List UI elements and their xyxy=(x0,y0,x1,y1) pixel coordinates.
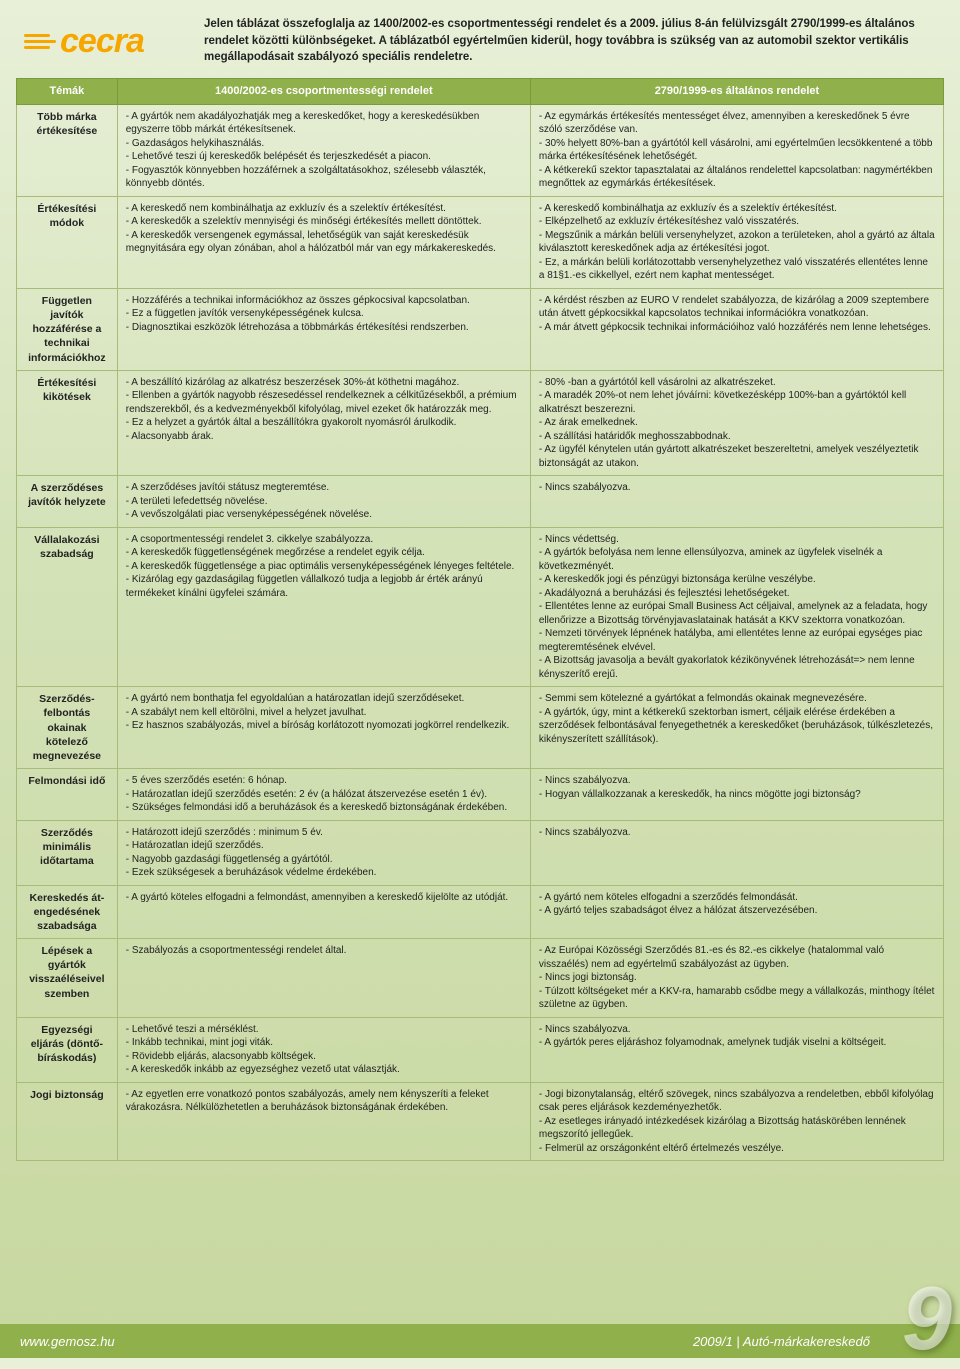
logo-text: cecra xyxy=(60,22,144,61)
cell-2790: - Nincs szabályozva. - A gyártók peres e… xyxy=(530,1017,943,1082)
col-header-2790: 2790/1999-es általános rendelet xyxy=(530,79,943,105)
cell-1400: - A csoportmentességi rendelet 3. cikkel… xyxy=(117,527,530,687)
table-row: Szerződés minimális időtartama- Határozo… xyxy=(17,820,944,885)
cell-2790: - Az egymárkás értékesítés mentességet é… xyxy=(530,104,943,196)
logo-lines-icon xyxy=(24,34,56,49)
cell-1400: - Szabályozás a csoportmentességi rendel… xyxy=(117,939,530,1018)
table-row: Több márka értékesítése- A gyártók nem a… xyxy=(17,104,944,196)
cell-2790: - Semmi sem kötelezné a gyártókat a felm… xyxy=(530,687,943,769)
cell-1400: - Hozzáférés a technikai információkhoz … xyxy=(117,288,530,370)
cell-2790: - Nincs védettség. - A gyártók befolyása… xyxy=(530,527,943,687)
cell-2790: - A kereskedő kombinálhatja az exkluzív … xyxy=(530,196,943,288)
cell-1400: - Határozott idejű szerződés : minimum 5… xyxy=(117,820,530,885)
cell-1400: - A beszállító kizárólag az alkatrész be… xyxy=(117,370,530,476)
table-row: Egyezségi eljárás (döntő-bíráskodás)- Le… xyxy=(17,1017,944,1082)
table-row: Jogi biztonság- Az egyetlen erre vonatko… xyxy=(17,1082,944,1161)
cell-2790: - Nincs szabályozva. - Hogyan vállalkozz… xyxy=(530,769,943,821)
cell-2790: - Nincs szabályozva. xyxy=(530,476,943,528)
table-row: Értékesítési kikötések- A beszállító kiz… xyxy=(17,370,944,476)
table-row: Vállalakozási szabadság- A csoportmentes… xyxy=(17,527,944,687)
topic-cell: Értékesítési módok xyxy=(17,196,118,288)
topic-cell: Lépések a gyártók visszaéléseivel szembe… xyxy=(17,939,118,1018)
cell-2790: - Nincs szabályozva. xyxy=(530,820,943,885)
cell-2790: - Az Európai Közösségi Szerződés 81.-es … xyxy=(530,939,943,1018)
topic-cell: Felmondási idő xyxy=(17,769,118,821)
cell-2790: - 80% -ban a gyártótól kell vásárolni az… xyxy=(530,370,943,476)
cell-1400: - A gyártók nem akadályozhatják meg a ke… xyxy=(117,104,530,196)
topic-cell: Szerződés minimális időtartama xyxy=(17,820,118,885)
cell-1400: - A szerződéses javítói státusz megterem… xyxy=(117,476,530,528)
topic-cell: A szerződéses javítók helyzete xyxy=(17,476,118,528)
cell-1400: - A kereskedő nem kombinálhatja az exklu… xyxy=(117,196,530,288)
col-header-1400: 1400/2002-es csoportmentességi rendelet xyxy=(117,79,530,105)
cell-1400: - A gyártó köteles elfogadni a felmondás… xyxy=(117,885,530,939)
table-row: Lépések a gyártók visszaéléseivel szembe… xyxy=(17,939,944,1018)
col-header-topics: Témák xyxy=(17,79,118,105)
table-row: Felmondási idő- 5 éves szerződés esetén:… xyxy=(17,769,944,821)
table-row: Kereskedés át-engedésének szabadsága- A … xyxy=(17,885,944,939)
topic-cell: Több márka értékesítése xyxy=(17,104,118,196)
topic-cell: Kereskedés át-engedésének szabadsága xyxy=(17,885,118,939)
cell-2790: - Jogi bizonytalanság, eltérő szövegek, … xyxy=(530,1082,943,1161)
topic-cell: Értékesítési kikötések xyxy=(17,370,118,476)
topic-cell: Független javítók hozzáférése a technika… xyxy=(17,288,118,370)
intro-paragraph: Jelen táblázat összefoglalja az 1400/200… xyxy=(204,16,936,66)
cell-1400: - 5 éves szerződés esetén: 6 hónap. - Ha… xyxy=(117,769,530,821)
cell-1400: - Lehetővé teszi a mérséklést. - Inkább … xyxy=(117,1017,530,1082)
page-number: 9 xyxy=(902,1274,952,1364)
topic-cell: Szerződés-felbontás okainak kötelező meg… xyxy=(17,687,118,769)
table-row: Szerződés-felbontás okainak kötelező meg… xyxy=(17,687,944,769)
page-header: cecra Jelen táblázat összefoglalja az 14… xyxy=(0,0,960,78)
cell-1400: - A gyártó nem bonthatja fel egyoldalúan… xyxy=(117,687,530,769)
table-row: Független javítók hozzáférése a technika… xyxy=(17,288,944,370)
topic-cell: Egyezségi eljárás (döntő-bíráskodás) xyxy=(17,1017,118,1082)
cecra-logo: cecra xyxy=(24,16,184,66)
topic-cell: Jogi biztonság xyxy=(17,1082,118,1161)
page-footer: www.gemosz.hu 2009/1 | Autó-márkakereske… xyxy=(0,1324,960,1358)
table-row: A szerződéses javítók helyzete- A szerző… xyxy=(17,476,944,528)
footer-issue: 2009/1 | Autó-márkakereskedő xyxy=(693,1334,870,1349)
cell-1400: - Az egyetlen erre vonatkozó pontos szab… xyxy=(117,1082,530,1161)
topic-cell: Vállalakozási szabadság xyxy=(17,527,118,687)
table-row: Értékesítési módok- A kereskedő nem komb… xyxy=(17,196,944,288)
footer-url: www.gemosz.hu xyxy=(20,1334,115,1349)
comparison-table: Témák 1400/2002-es csoportmentességi ren… xyxy=(16,78,944,1161)
cell-2790: - A gyártó nem köteles elfogadni a szerz… xyxy=(530,885,943,939)
cell-2790: - A kérdést részben az EURO V rendelet s… xyxy=(530,288,943,370)
